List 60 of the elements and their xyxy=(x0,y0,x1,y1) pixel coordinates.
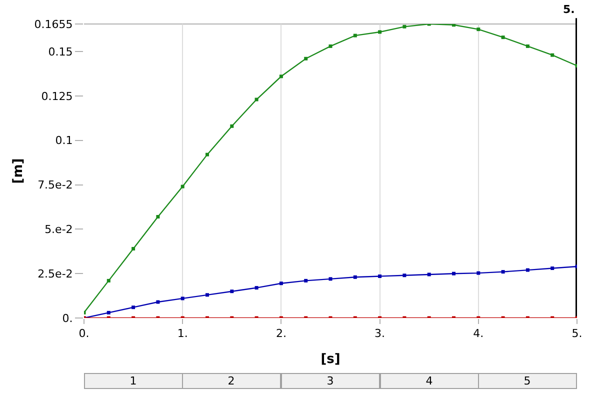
x-tick-label: 2. xyxy=(276,327,286,340)
y-tick-label: 5.e-2 xyxy=(44,223,73,236)
point xyxy=(279,282,283,286)
y-tick-label: 0. xyxy=(62,312,73,325)
y-tick-label: 2.5e-2 xyxy=(38,267,73,280)
point xyxy=(156,214,160,218)
point xyxy=(230,124,234,128)
point xyxy=(501,270,505,274)
x-tick-label: 1. xyxy=(177,327,188,340)
point xyxy=(106,278,110,282)
x-tick-label: 3. xyxy=(374,327,386,340)
point xyxy=(206,293,209,297)
point xyxy=(476,28,480,32)
text: 4 xyxy=(426,374,433,388)
point xyxy=(304,278,308,282)
x-tick-label: 4. xyxy=(473,327,484,340)
point xyxy=(180,296,184,300)
point xyxy=(254,286,258,290)
point xyxy=(180,184,184,188)
point xyxy=(206,152,209,156)
x-axis-title: [s] xyxy=(320,352,340,367)
point xyxy=(452,24,456,27)
text: 5 xyxy=(524,374,531,388)
point xyxy=(328,277,332,281)
y-tick-label: 0.1 xyxy=(55,134,73,148)
point xyxy=(378,30,382,34)
y-tick-label: 0.15 xyxy=(48,45,73,58)
y-tick-label: 0.125 xyxy=(41,90,73,103)
point xyxy=(526,44,530,48)
y-tick-label: 0.1655 xyxy=(34,18,73,31)
text: 3 xyxy=(326,374,334,388)
point xyxy=(279,74,283,78)
point xyxy=(427,272,431,276)
point xyxy=(132,306,136,310)
point xyxy=(353,34,357,38)
point xyxy=(378,274,382,278)
ref-line-label: 5. xyxy=(563,3,575,16)
point xyxy=(452,272,456,276)
point xyxy=(476,271,480,275)
point xyxy=(402,24,406,28)
point xyxy=(230,290,234,294)
point xyxy=(353,275,357,279)
point xyxy=(156,300,160,304)
x-tick-label: 5. xyxy=(572,327,582,340)
text: 1 xyxy=(130,374,137,388)
point xyxy=(402,274,406,278)
point xyxy=(501,36,505,40)
y-axis-title: [m] xyxy=(11,158,26,184)
point xyxy=(550,53,554,57)
point xyxy=(254,98,258,102)
point xyxy=(550,266,554,270)
y-tick-label: 7.5e-2 xyxy=(38,178,73,192)
line-series xyxy=(84,264,577,318)
point xyxy=(526,268,530,272)
point xyxy=(106,310,110,314)
x-tick-label: 0. xyxy=(78,327,90,340)
text: 2 xyxy=(228,374,235,388)
point xyxy=(328,44,332,48)
point xyxy=(304,56,308,60)
point xyxy=(132,246,136,250)
